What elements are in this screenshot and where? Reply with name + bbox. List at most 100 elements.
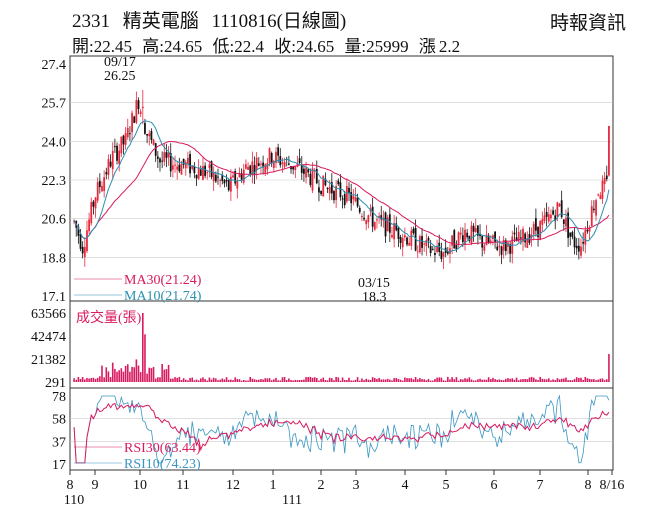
candle-body — [223, 180, 226, 184]
candle-body — [187, 157, 189, 165]
candle-body — [133, 116, 136, 123]
volume-bar — [105, 367, 108, 382]
candle-body — [558, 203, 561, 207]
candle-body — [384, 212, 387, 237]
volume-tick-label: 21382 — [31, 353, 66, 368]
volume-bar — [401, 380, 404, 382]
volume-bar — [180, 379, 183, 382]
candle-body — [214, 174, 217, 182]
volume-bar — [494, 379, 496, 382]
candle-body — [410, 230, 413, 246]
volume-bar — [318, 380, 320, 382]
candle-body — [232, 175, 234, 178]
volume-bar — [477, 379, 479, 382]
volume-bar — [114, 368, 116, 382]
volume-bar — [380, 379, 383, 382]
candle-body — [262, 162, 264, 168]
volume-bar — [307, 377, 310, 382]
volume-bar — [464, 378, 466, 382]
candle-body — [605, 175, 608, 179]
volume-bar — [165, 369, 168, 382]
candle-body — [517, 231, 520, 242]
candle-body — [565, 217, 567, 227]
rsi-tick-label: 78 — [52, 390, 66, 405]
candle-body — [176, 166, 179, 170]
candle-body — [171, 165, 174, 170]
volume-bar — [251, 378, 254, 382]
candle-body — [199, 169, 202, 176]
volume-bar — [343, 379, 346, 382]
candle-body — [429, 245, 432, 253]
candle-body — [326, 188, 329, 190]
volume-bar — [339, 380, 342, 382]
ohlc-open: 開:22.45 — [72, 37, 132, 56]
volume-bar — [189, 378, 191, 382]
volume-bar — [184, 379, 187, 382]
volume-bar — [593, 379, 595, 382]
x-tick-label: 9 — [92, 478, 99, 493]
price-tick-label: 24.0 — [42, 135, 67, 150]
volume-bar — [500, 379, 503, 382]
volume-bar — [509, 378, 511, 382]
candle-body — [124, 133, 127, 145]
volume-bar — [391, 380, 393, 382]
volume-bar — [449, 379, 451, 382]
candle-body — [111, 150, 114, 170]
candle-body — [449, 248, 451, 254]
candle-body — [580, 246, 582, 256]
candle-body — [163, 152, 166, 162]
volume-bar — [447, 376, 449, 382]
volume-bar — [285, 380, 288, 382]
volume-bar — [425, 380, 428, 382]
candle-body — [388, 214, 391, 233]
volume-bar — [290, 379, 292, 382]
candle-body — [79, 234, 82, 249]
ma30-line — [73, 140, 610, 246]
ma10-legend: MA10(21.74) — [124, 289, 202, 304]
candle-body — [264, 164, 267, 173]
volume-bar — [586, 378, 589, 382]
candle-body — [206, 172, 209, 174]
data-source: 時報資訊 — [549, 13, 626, 34]
volume-bar — [545, 379, 548, 382]
volume-bar — [580, 377, 582, 382]
candle-body — [208, 164, 211, 168]
volume-bar — [427, 378, 430, 382]
candle-body — [468, 235, 471, 241]
candle-body — [363, 217, 365, 220]
volume-bar — [363, 380, 365, 382]
candle-body — [391, 235, 393, 238]
candle-body — [221, 174, 224, 181]
volume-bar — [434, 379, 436, 382]
volume-bar — [378, 377, 380, 382]
candle-body — [272, 160, 275, 168]
annotation-high-value: 26.25 — [104, 69, 136, 84]
volume-bar — [99, 376, 101, 382]
candle-body — [550, 214, 552, 219]
candle-body — [324, 178, 327, 186]
candle-body — [90, 202, 93, 224]
volume-bar — [399, 379, 402, 382]
candle-body — [519, 237, 522, 239]
candle-body — [515, 237, 518, 242]
volume-bar — [371, 377, 374, 382]
volume-bar — [126, 364, 129, 382]
stock-code: 2331 — [72, 11, 110, 32]
volume-bar — [528, 377, 531, 382]
volume-bar — [206, 380, 209, 382]
price-tick-label: 18.8 — [42, 251, 67, 266]
candle-body — [354, 197, 357, 202]
volume-bar — [431, 380, 434, 382]
candle-body — [487, 235, 490, 243]
volume-bar — [472, 380, 475, 382]
volume-bars — [73, 313, 610, 382]
candle-body — [446, 251, 449, 254]
volume-bar — [556, 378, 559, 382]
volume-bar — [603, 380, 606, 382]
candle-body — [135, 100, 138, 123]
candle-body — [472, 225, 475, 232]
candle-body — [116, 145, 118, 161]
candle-body — [159, 158, 161, 163]
candle-body — [169, 153, 172, 172]
volume-bar — [386, 378, 389, 382]
